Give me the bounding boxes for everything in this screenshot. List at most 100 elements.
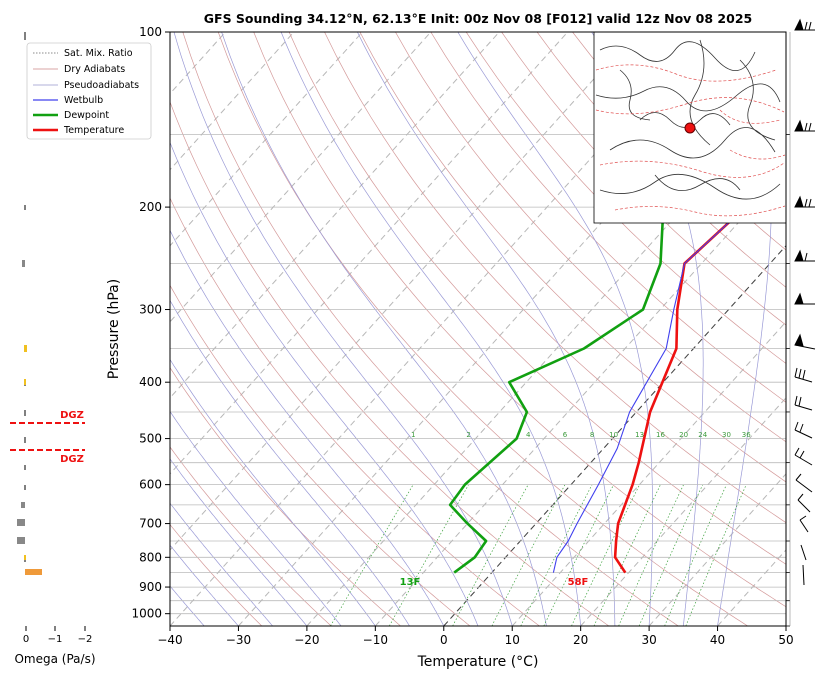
y-tick-label: 300 <box>139 303 162 317</box>
omega-tick-1: −1 <box>48 634 63 645</box>
mix-ratio-line <box>388 484 469 626</box>
chart-title: GFS Sounding 34.12°N, 62.13°E Init: 00z … <box>204 11 752 26</box>
location-marker-icon <box>684 122 696 134</box>
pseudoadiabat-line <box>170 141 479 626</box>
inset-map <box>593 31 787 224</box>
dry-adiabat-line <box>465 32 786 364</box>
dry-adiabat-line <box>170 366 401 626</box>
legend-wetbulb: Wetbulb <box>64 95 103 106</box>
pseudoadiabat-line <box>280 32 582 626</box>
dry-adiabat-line <box>170 100 610 626</box>
mix-ratio-label: 10 <box>609 431 618 439</box>
y-tick-label: 700 <box>139 517 162 531</box>
surface-dewpoint-label: 13F <box>400 577 421 588</box>
omega-tick-2: −2 <box>78 634 93 645</box>
zero-isotherm-line <box>443 245 786 626</box>
dry-adiabat-line <box>536 32 786 288</box>
mix-ratio-label: 36 <box>742 431 751 439</box>
y-tick-label: 1000 <box>131 607 162 621</box>
dry-adiabat-line <box>395 32 786 443</box>
legend-temperature: Temperature <box>63 125 124 136</box>
legend-dewpoint: Dewpoint <box>64 110 109 121</box>
dgz-label-bottom: DGZ <box>60 454 84 465</box>
pseudoadiabat-line <box>357 32 616 626</box>
isotherm-line <box>170 32 363 247</box>
mix-ratio-line <box>452 484 529 626</box>
x-axis-label: Temperature (°C) <box>417 654 539 670</box>
x-tick-label: 50 <box>778 633 793 647</box>
dry-adiabat-line <box>217 32 748 626</box>
pseudoadiabat-line <box>170 299 410 626</box>
y-tick-label: 200 <box>139 200 162 214</box>
pseudoadiabat-line <box>170 458 308 626</box>
mix-ratio-line <box>520 484 593 626</box>
dry-adiabat-line <box>170 284 471 626</box>
y-axis-label: Pressure (hPa) <box>106 279 122 379</box>
dry-adiabat-line <box>324 32 786 524</box>
legend: Sat. Mix. Ratio Dry Adiabats Pseudoadiab… <box>26 42 152 140</box>
omega-panel: DGZ DGZ 0 −1 −2 Omega (Pa/s) <box>10 32 96 666</box>
y-axis: 100 200 300 400 500 600 700 800 900 1000 <box>131 25 790 627</box>
isotherm-line <box>648 473 786 626</box>
dry-adiabat-line <box>253 32 786 608</box>
y-tick-label: 100 <box>139 25 162 39</box>
legend-dry-adiabats: Dry Adiabats <box>64 64 125 75</box>
isotherm-line <box>785 625 786 626</box>
y-tick-label: 800 <box>139 550 162 564</box>
mix-ratio-line <box>571 484 640 626</box>
x-tick-label: 40 <box>710 633 725 647</box>
pseudoadiabat-line <box>170 229 445 626</box>
isotherm-line <box>170 32 432 323</box>
isotherm-line <box>0 32 20 626</box>
pseudoadiabat-line <box>221 32 547 626</box>
y-tick-label: 400 <box>139 375 162 389</box>
dry-adiabat-line <box>784 32 786 34</box>
x-tick-label: 0 <box>440 633 448 647</box>
omega-tick-0: 0 <box>23 634 29 645</box>
x-tick-label: −40 <box>157 633 182 647</box>
x-axis: −40 −30 −20 −10 0 10 20 30 40 50 <box>157 626 794 647</box>
series-dewpoint-line <box>448 68 786 574</box>
pseudoadiabat-line <box>170 544 239 626</box>
mix-ratio-line <box>638 484 704 626</box>
isotherm-line <box>170 32 295 171</box>
mix-ratio-labels: 1 2 4 6 8 10 13 16 20 24 30 36 <box>411 431 751 439</box>
dry-adiabat-line <box>170 524 263 626</box>
mix-ratio-label: 6 <box>563 431 568 439</box>
pseudoadiabat-line <box>457 32 653 626</box>
mix-ratio-line <box>330 484 414 626</box>
dry-adiabat-line <box>288 32 786 565</box>
legend-sat-mix-ratio: Sat. Mix. Ratio <box>64 48 133 59</box>
dry-adiabat-line <box>170 197 540 626</box>
surface-temp-label: 58F <box>568 577 589 588</box>
x-tick-label: −30 <box>226 633 251 647</box>
isotherm-line <box>580 397 786 626</box>
mix-ratio-label: 1 <box>411 431 415 439</box>
wind-barbs <box>789 18 816 626</box>
mix-ratio-label: 20 <box>679 431 688 439</box>
mix-ratio-line <box>593 484 661 626</box>
legend-pseudoadiabats: Pseudoadiabats <box>64 80 139 91</box>
x-tick-label: 20 <box>573 633 588 647</box>
mix-ratio-line <box>685 484 747 626</box>
dry-adiabat-line <box>501 32 786 326</box>
pseudoadiabat-line <box>170 502 273 626</box>
mix-ratio-line <box>618 484 684 626</box>
isotherm-line <box>170 32 637 551</box>
dry-adiabat-line <box>430 32 786 403</box>
y-tick-label: 500 <box>139 432 162 446</box>
x-tick-label: −20 <box>294 633 319 647</box>
pseudoadiabat-line <box>717 32 772 626</box>
y-tick-label: 600 <box>139 478 162 492</box>
isobar-gridlines <box>170 32 786 615</box>
dry-adiabat-line <box>821 32 824 626</box>
isotherm-line <box>170 32 569 475</box>
mix-ratio-label: 13 <box>635 431 644 439</box>
pseudoadiabat-line <box>170 410 342 626</box>
mix-ratio-label: 8 <box>590 431 594 439</box>
isotherm-line <box>511 321 786 626</box>
x-tick-label: 10 <box>505 633 520 647</box>
skewt-background-lines <box>0 32 824 626</box>
omega-bar-surface <box>25 569 42 575</box>
